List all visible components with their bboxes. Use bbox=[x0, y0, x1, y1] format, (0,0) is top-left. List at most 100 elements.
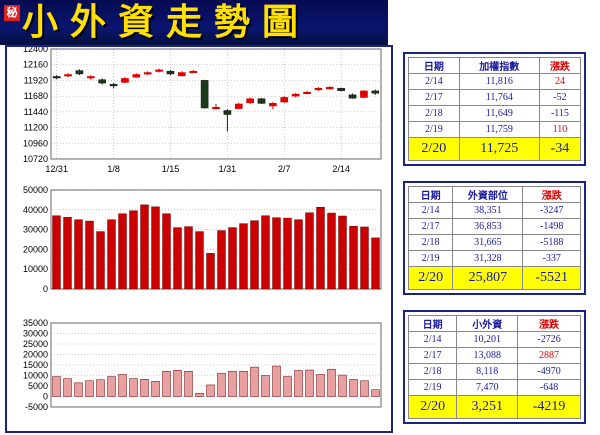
candle-body bbox=[303, 91, 311, 95]
table-cell: -1498 bbox=[522, 218, 581, 235]
foreign-position-bar bbox=[195, 231, 204, 290]
table-cell: 2/20 bbox=[407, 395, 458, 419]
table-row: 2/18 11,649 -115 bbox=[408, 105, 582, 122]
table-cell: 11,759 bbox=[458, 121, 540, 138]
foreign-position-bar bbox=[151, 206, 160, 290]
table-cell: 2/19 bbox=[407, 250, 454, 267]
y-tick-label: 25000 bbox=[23, 339, 48, 349]
foreign-position-bar bbox=[239, 223, 248, 290]
table-cell: 日期 bbox=[407, 315, 458, 332]
table-cell: -2726 bbox=[517, 331, 581, 348]
foreign-position-bar bbox=[129, 210, 138, 290]
small-foreign-bar bbox=[228, 371, 237, 397]
foreign-position-bar bbox=[140, 204, 149, 290]
foreign-position-bar bbox=[305, 212, 314, 290]
table-cell: -34 bbox=[538, 137, 582, 161]
table-cell: 10,201 bbox=[456, 331, 519, 348]
y-tick-label: 10960 bbox=[23, 138, 48, 148]
y-tick-label: 30000 bbox=[23, 329, 48, 339]
candle-body bbox=[291, 93, 300, 97]
y-tick-label: 10000 bbox=[23, 371, 48, 381]
table-cell: 2/14 bbox=[407, 331, 458, 348]
table-cell: -648 bbox=[517, 379, 581, 396]
table-cell: 3,251 bbox=[456, 395, 519, 419]
x-tick-label: 1/15 bbox=[162, 164, 180, 174]
small-foreign-bar bbox=[140, 379, 149, 397]
table-row: 2/19 11,759 110 bbox=[408, 121, 582, 138]
candle-body bbox=[257, 98, 266, 104]
small-foreign-bar bbox=[52, 376, 61, 397]
small-foreign-bar bbox=[360, 380, 369, 397]
small-foreign-bar bbox=[63, 378, 72, 397]
candle-body bbox=[87, 76, 95, 79]
foreign-position-bar bbox=[162, 213, 171, 290]
table-row: 2/19 7,470 -648 bbox=[407, 379, 581, 396]
small-foreign-bar bbox=[129, 378, 138, 397]
candle-body bbox=[155, 69, 163, 72]
y-tick-label: 10000 bbox=[23, 264, 48, 274]
table-row: 2/17 11,764 -52 bbox=[408, 89, 582, 106]
foreign-position-bar bbox=[184, 226, 193, 290]
table-cell: 2/14 bbox=[408, 73, 460, 90]
small-foreign-bar bbox=[96, 379, 105, 397]
small-foreign-table: 日期 小外資 漲跌 2/14 10,201 -2726 2/17 13,088 2887 2/18… bbox=[407, 315, 581, 419]
small-foreign-bar bbox=[338, 374, 347, 397]
table-cell: 漲跌 bbox=[517, 315, 581, 332]
candle-body bbox=[234, 103, 243, 109]
table-row: 日期 加權指數 漲跌 bbox=[408, 57, 582, 74]
foreign-position-bar bbox=[261, 215, 270, 290]
table-cell: 31,665 bbox=[452, 234, 524, 251]
y-tick-label: 0 bbox=[43, 392, 48, 402]
index-table: 日期 加權指數 漲跌 2/14 11,816 24 2/17 11,764 -52 2/18 11,… bbox=[408, 57, 582, 161]
table-cell: 日期 bbox=[407, 186, 454, 203]
table-cell: 8,118 bbox=[456, 363, 519, 380]
table-cell: 24 bbox=[538, 73, 582, 90]
foreign-position-bar bbox=[74, 219, 83, 290]
table-cell: 2/19 bbox=[408, 121, 460, 138]
foreign-position-bar bbox=[283, 217, 292, 290]
table-cell: 日期 bbox=[408, 57, 460, 74]
candle-body bbox=[52, 76, 61, 79]
table-cell: 2/19 bbox=[407, 379, 458, 396]
candle-body bbox=[269, 103, 277, 107]
y-tick-label: 11440 bbox=[24, 107, 48, 117]
y-tick-label: 12400 bbox=[23, 47, 48, 54]
table-cell: -5188 bbox=[522, 234, 581, 251]
foreign-position-bar bbox=[96, 231, 105, 290]
small-foreign-bar bbox=[206, 384, 215, 397]
small-foreign-bar bbox=[305, 369, 314, 397]
table-cell: 2/17 bbox=[407, 347, 458, 364]
candle-body bbox=[360, 90, 368, 98]
chart-panel: 12400 12160 11920 11680 11440 11200 10960 10720… bbox=[5, 44, 393, 433]
y-tick-label: 15000 bbox=[23, 360, 48, 370]
foreign-position-bar bbox=[360, 226, 369, 290]
y-tick-label: 50000 bbox=[23, 185, 48, 195]
table-cell: 110 bbox=[538, 121, 582, 138]
small-foreign-bar bbox=[294, 370, 303, 397]
table-cell: -5521 bbox=[522, 266, 581, 290]
foreign-position-bar bbox=[118, 213, 127, 290]
y-tick-label: 5000 bbox=[28, 381, 48, 391]
table-row: 2/18 8,118 -4970 bbox=[407, 363, 581, 380]
table-cell: 2/17 bbox=[408, 89, 460, 106]
candle-body bbox=[223, 110, 232, 115]
candle-body bbox=[166, 70, 175, 75]
table-row: 2/14 11,816 24 bbox=[408, 73, 582, 90]
foreign-position-bar bbox=[371, 237, 380, 290]
table-cell: 2/20 bbox=[407, 266, 454, 290]
candle-body bbox=[348, 94, 357, 99]
table-cell: 11,725 bbox=[458, 137, 540, 161]
small-foreign-table-panel: 日期 小外資 漲跌 2/14 10,201 -2726 2/17 13,088 2887 2/18… bbox=[403, 310, 586, 424]
foreign-position-bar bbox=[338, 215, 347, 290]
candle-body bbox=[212, 106, 220, 110]
small-foreign-bar bbox=[239, 371, 248, 397]
table-cell: 31,328 bbox=[452, 250, 524, 267]
candle-body bbox=[314, 87, 323, 91]
page-title: 小外資走勢圖 bbox=[22, 2, 311, 43]
table-cell: 38,351 bbox=[452, 202, 524, 219]
x-tick-label: 2/7 bbox=[278, 164, 291, 174]
small-foreign-bar bbox=[151, 381, 160, 397]
table-cell: 漲跌 bbox=[522, 186, 581, 203]
y-tick-label: 11920 bbox=[24, 75, 48, 85]
x-tick-label: 1/31 bbox=[219, 164, 237, 174]
